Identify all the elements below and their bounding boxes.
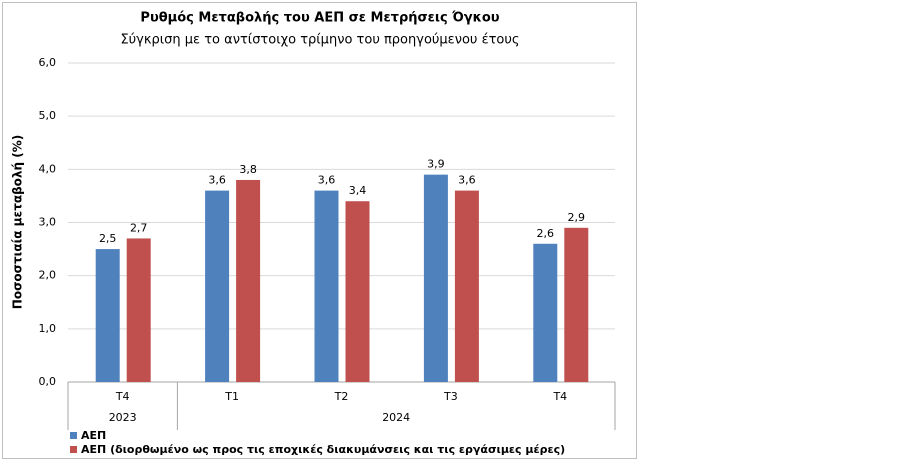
bar — [95, 249, 120, 382]
y-tick-label: 1,0 — [39, 322, 57, 335]
legend-label: ΑΕΠ (διορθωμένο ως προς τις εποχικές δια… — [81, 443, 565, 456]
value-label: 3,6 — [208, 174, 226, 187]
x-tick-label: T4 — [115, 390, 130, 403]
value-label: 3,4 — [349, 184, 367, 197]
legend-swatch — [70, 432, 77, 439]
value-label: 2,7 — [130, 221, 148, 234]
y-tick-label: 3,0 — [39, 216, 57, 229]
legend-swatch — [70, 446, 77, 453]
x-tick-label: T4 — [552, 390, 567, 403]
value-label: 2,5 — [99, 232, 117, 245]
x-tick-label: T3 — [443, 390, 458, 403]
bar — [533, 243, 558, 382]
y-tick-label: 4,0 — [39, 162, 57, 175]
x-tick-label: T1 — [224, 390, 239, 403]
value-label: 3,8 — [239, 163, 257, 176]
value-label: 2,6 — [537, 227, 555, 240]
group-label: 2024 — [382, 411, 410, 424]
value-label: 2,9 — [568, 211, 586, 224]
y-axis-label: Ποσοστιαία μεταβολή (%) — [11, 135, 25, 309]
value-label: 3,6 — [458, 174, 476, 187]
bar — [345, 201, 370, 382]
y-tick-label: 6,0 — [39, 56, 57, 69]
bar — [126, 238, 151, 382]
chart-subtitle: Σύγκριση με το αντίστοιχο τρίμηνο του πρ… — [120, 33, 519, 48]
y-tick-label: 2,0 — [39, 269, 57, 282]
bar — [314, 190, 339, 382]
bar — [423, 174, 448, 382]
value-label: 3,9 — [427, 158, 445, 171]
y-tick-label: 5,0 — [39, 109, 57, 122]
bar — [236, 179, 261, 382]
value-label: 3,6 — [318, 174, 336, 187]
group-label: 2023 — [109, 411, 137, 424]
bar — [454, 190, 479, 382]
bar — [205, 190, 230, 382]
bar — [564, 227, 589, 382]
x-tick-label: T2 — [334, 390, 349, 403]
y-tick-label: 0,0 — [39, 375, 57, 388]
chart-title: Ρυθμός Μεταβολής του ΑΕΠ σε Μετρήσεις Όγ… — [140, 11, 499, 26]
legend-label: ΑΕΠ — [81, 429, 106, 442]
